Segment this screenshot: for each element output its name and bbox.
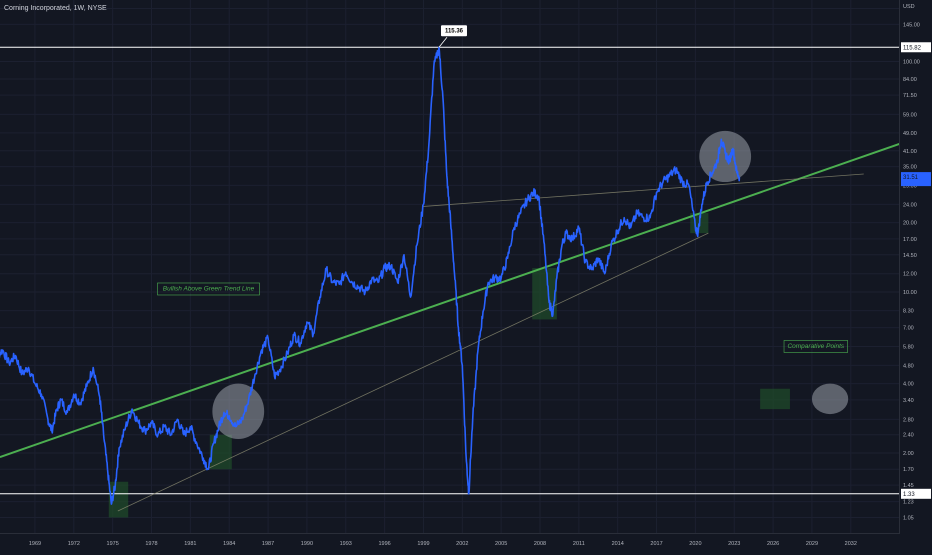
y-tick-label: 1.70	[903, 467, 914, 473]
chart-area[interactable]: Bullish Above Green Trend Line Comparativ…	[0, 0, 901, 535]
thin-lower	[117, 232, 709, 512]
x-tick-label: 2005	[495, 541, 507, 547]
y-tick-label: 1.05	[903, 515, 914, 521]
price-label-box	[901, 488, 931, 499]
horizontal-lines	[0, 46, 900, 495]
trend-lines	[0, 142, 901, 512]
time-axis: 1969 1972 1975 1978 1981 1984 1987 1990 1993 1996…	[29, 541, 857, 547]
x-tick-label: 1993	[340, 541, 352, 547]
x-tick-label: 1984	[223, 541, 235, 547]
y-tick-label: 2.40	[903, 433, 914, 439]
y-tick-label: 29.00	[903, 183, 917, 189]
green-trend	[0, 142, 901, 459]
y-tick-label: 4.80	[903, 363, 914, 369]
x-tick-label: 2017	[650, 541, 662, 547]
callout-leader	[438, 37, 448, 48]
y-tick-label: 4.00	[903, 382, 914, 388]
x-tick-label: 2014	[612, 541, 624, 547]
annotation-text: Bullish Above Green Trend Line	[163, 286, 255, 293]
price-scale[interactable]: USD 1.05 1.23 1.45 1.70 2.00 2.40 2.80 3.40 4.00 4…	[899, 0, 932, 534]
x-tick-label: 2020	[689, 541, 701, 547]
x-tick-label: 1972	[68, 541, 80, 547]
x-tick-label: 1969	[29, 541, 41, 547]
box-1983	[209, 434, 232, 470]
annotation-1: Comparative Points	[783, 340, 848, 353]
highlight-circles	[212, 130, 849, 440]
y-tick-label: 59.00	[903, 112, 917, 118]
y-tick-label: 10.00	[903, 290, 917, 296]
y-tick-label: 1.45	[903, 483, 914, 489]
price-axis: USD 1.05 1.23 1.45 1.70 2.00 2.40 2.80 3.40 4.00 4…	[901, 4, 931, 521]
price-chart[interactable]: Bullish Above Green Trend Line Comparativ…	[0, 0, 901, 535]
y-tick-label: 145.00	[903, 22, 920, 28]
y-tick-label: 12.00	[903, 272, 917, 278]
y-tick-label: 100.00	[903, 60, 920, 66]
y-tick-label: 1.23	[903, 500, 914, 506]
y-tick-label: 71.50	[903, 93, 917, 99]
circle-1984	[212, 383, 265, 440]
annotation-0: Bullish Above Green Trend Line	[157, 282, 260, 296]
x-tick-label: 2029	[806, 541, 818, 547]
grid	[0, 0, 900, 535]
thin-upper	[423, 173, 864, 207]
callout-box	[440, 25, 467, 37]
price-label-text: 31.51	[903, 175, 919, 181]
x-tick-label: 2032	[845, 541, 857, 547]
x-tick-label: 1999	[417, 541, 429, 547]
y-tick-label: 14.50	[903, 253, 917, 259]
price-label-0: 115.82	[901, 42, 931, 53]
y-tick-label: 7.00	[903, 326, 914, 332]
chart-title: Corning Incorporated, 1W, NYSE	[4, 5, 107, 12]
y-tick-label: 8.30	[903, 309, 914, 315]
x-tick-label: 2002	[456, 541, 468, 547]
x-tick-label: 1981	[184, 541, 196, 547]
time-scale[interactable]: 1969 1972 1975 1978 1981 1984 1987 1990 1993 1996…	[0, 533, 900, 550]
price-label-text: 115.82	[903, 45, 922, 51]
callout-text: 115.36	[445, 29, 464, 35]
x-tick-label: 1996	[378, 541, 390, 547]
x-tick-label: 2026	[767, 541, 779, 547]
y-tick-label: 24.00	[903, 202, 917, 208]
price-label-2: 1.33	[901, 488, 931, 499]
x-tick-label: 1978	[145, 541, 157, 547]
currency-label: USD	[903, 4, 915, 10]
x-tick-label: 2008	[534, 541, 546, 547]
y-tick-label: 17.00	[903, 237, 917, 243]
circle-legend	[811, 383, 849, 415]
y-tick-label: 84.00	[903, 77, 917, 83]
price-series-line	[0, 46, 741, 505]
y-tick-label: 5.80	[903, 344, 914, 350]
y-tick-label: 41.00	[903, 149, 917, 155]
x-tick-label: 2011	[573, 541, 585, 547]
box-legend	[760, 388, 790, 410]
x-tick-label: 1975	[107, 541, 119, 547]
price-label-box	[901, 172, 931, 187]
y-tick-label: 2.00	[903, 451, 914, 457]
annotation-box	[783, 340, 848, 353]
price-label-1: 31.51	[901, 172, 931, 187]
x-tick-label: 1987	[262, 541, 274, 547]
x-tick-label: 1990	[301, 541, 313, 547]
price-label-box	[901, 42, 931, 53]
x-tick-label: 2023	[728, 541, 740, 547]
y-tick-label: 49.00	[903, 131, 917, 137]
y-tick-label: 2.80	[903, 417, 914, 423]
annotation-box	[157, 282, 260, 296]
price-label-text: 1.33	[903, 492, 915, 498]
annotation-text: Comparative Points	[787, 343, 844, 350]
y-tick-label: 20.00	[903, 221, 917, 227]
peak-callout: 115.36	[438, 25, 467, 48]
y-tick-label: 35.00	[903, 165, 917, 171]
y-tick-label: 3.40	[903, 398, 914, 404]
